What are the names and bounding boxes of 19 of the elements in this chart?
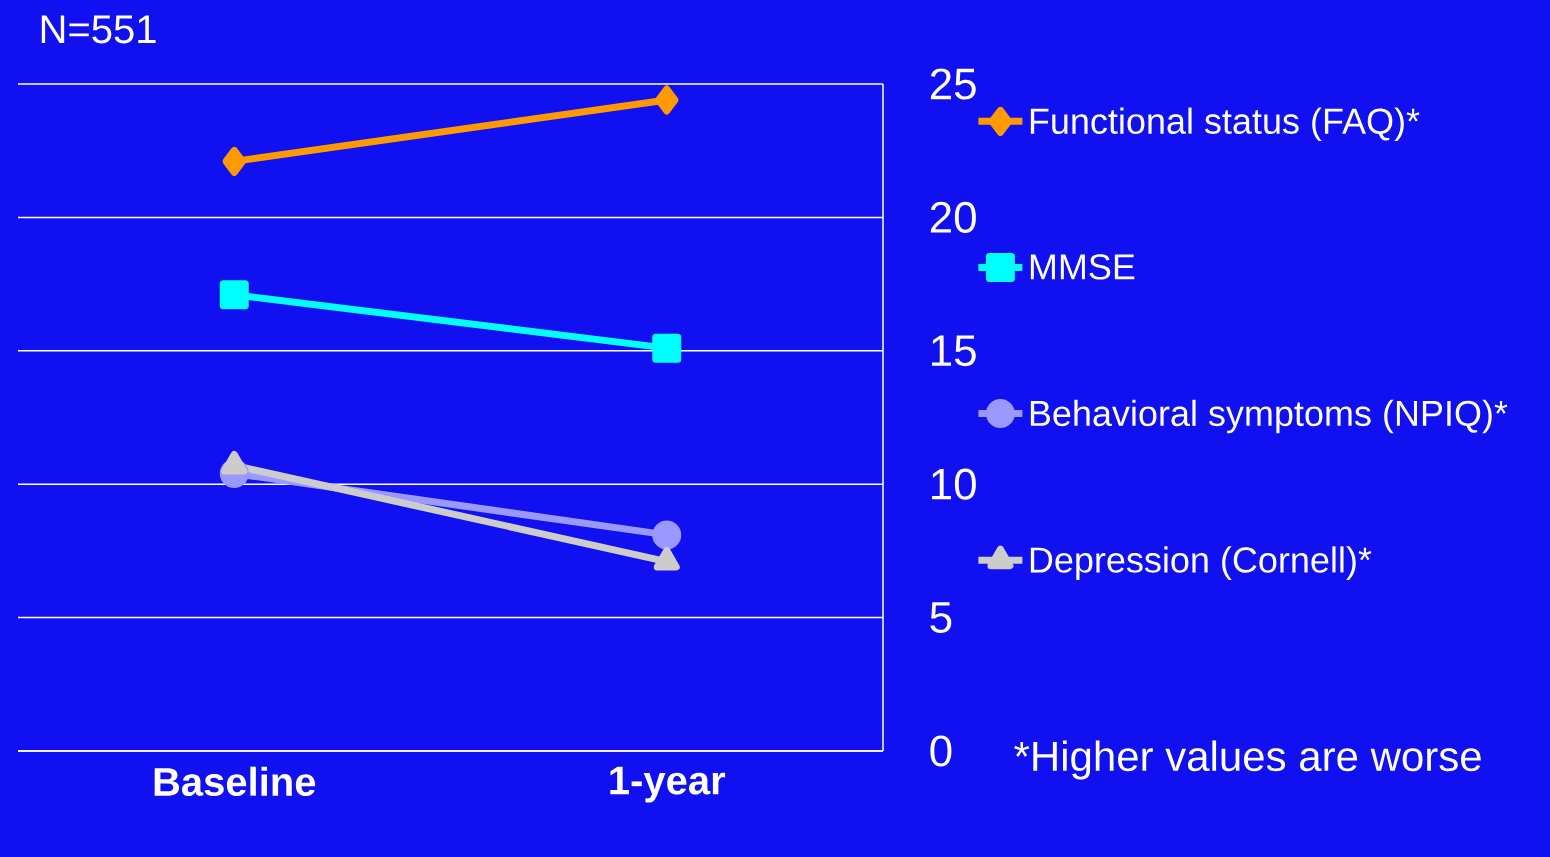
y-tick-label: 10 (932, 468, 976, 500)
point (219, 280, 249, 310)
point (222, 146, 246, 176)
y-tick-label: 25 (930, 68, 976, 100)
legend-label: MMSE (1030, 254, 1135, 280)
point (655, 85, 679, 115)
x-tick-label: 1-year (610, 766, 726, 803)
text: N=551 (41, 15, 156, 44)
point (652, 520, 682, 550)
point (652, 333, 682, 363)
y-tick-label: 20 (930, 201, 976, 233)
x-tick-label: Baseline (154, 766, 316, 797)
y-tick-label: 5 (930, 602, 952, 633)
legend-label: Depression (Cornell)* (1030, 546, 1372, 580)
text: *Higher values are worse (1014, 740, 1481, 780)
legend-label: Behavioral symptoms (NPIQ)* (1030, 399, 1508, 434)
y-tick-label: 0 (930, 735, 952, 767)
y-tick-label: 15 (932, 335, 976, 367)
legend-label: Functional status (FAQ)* (1030, 107, 1420, 142)
